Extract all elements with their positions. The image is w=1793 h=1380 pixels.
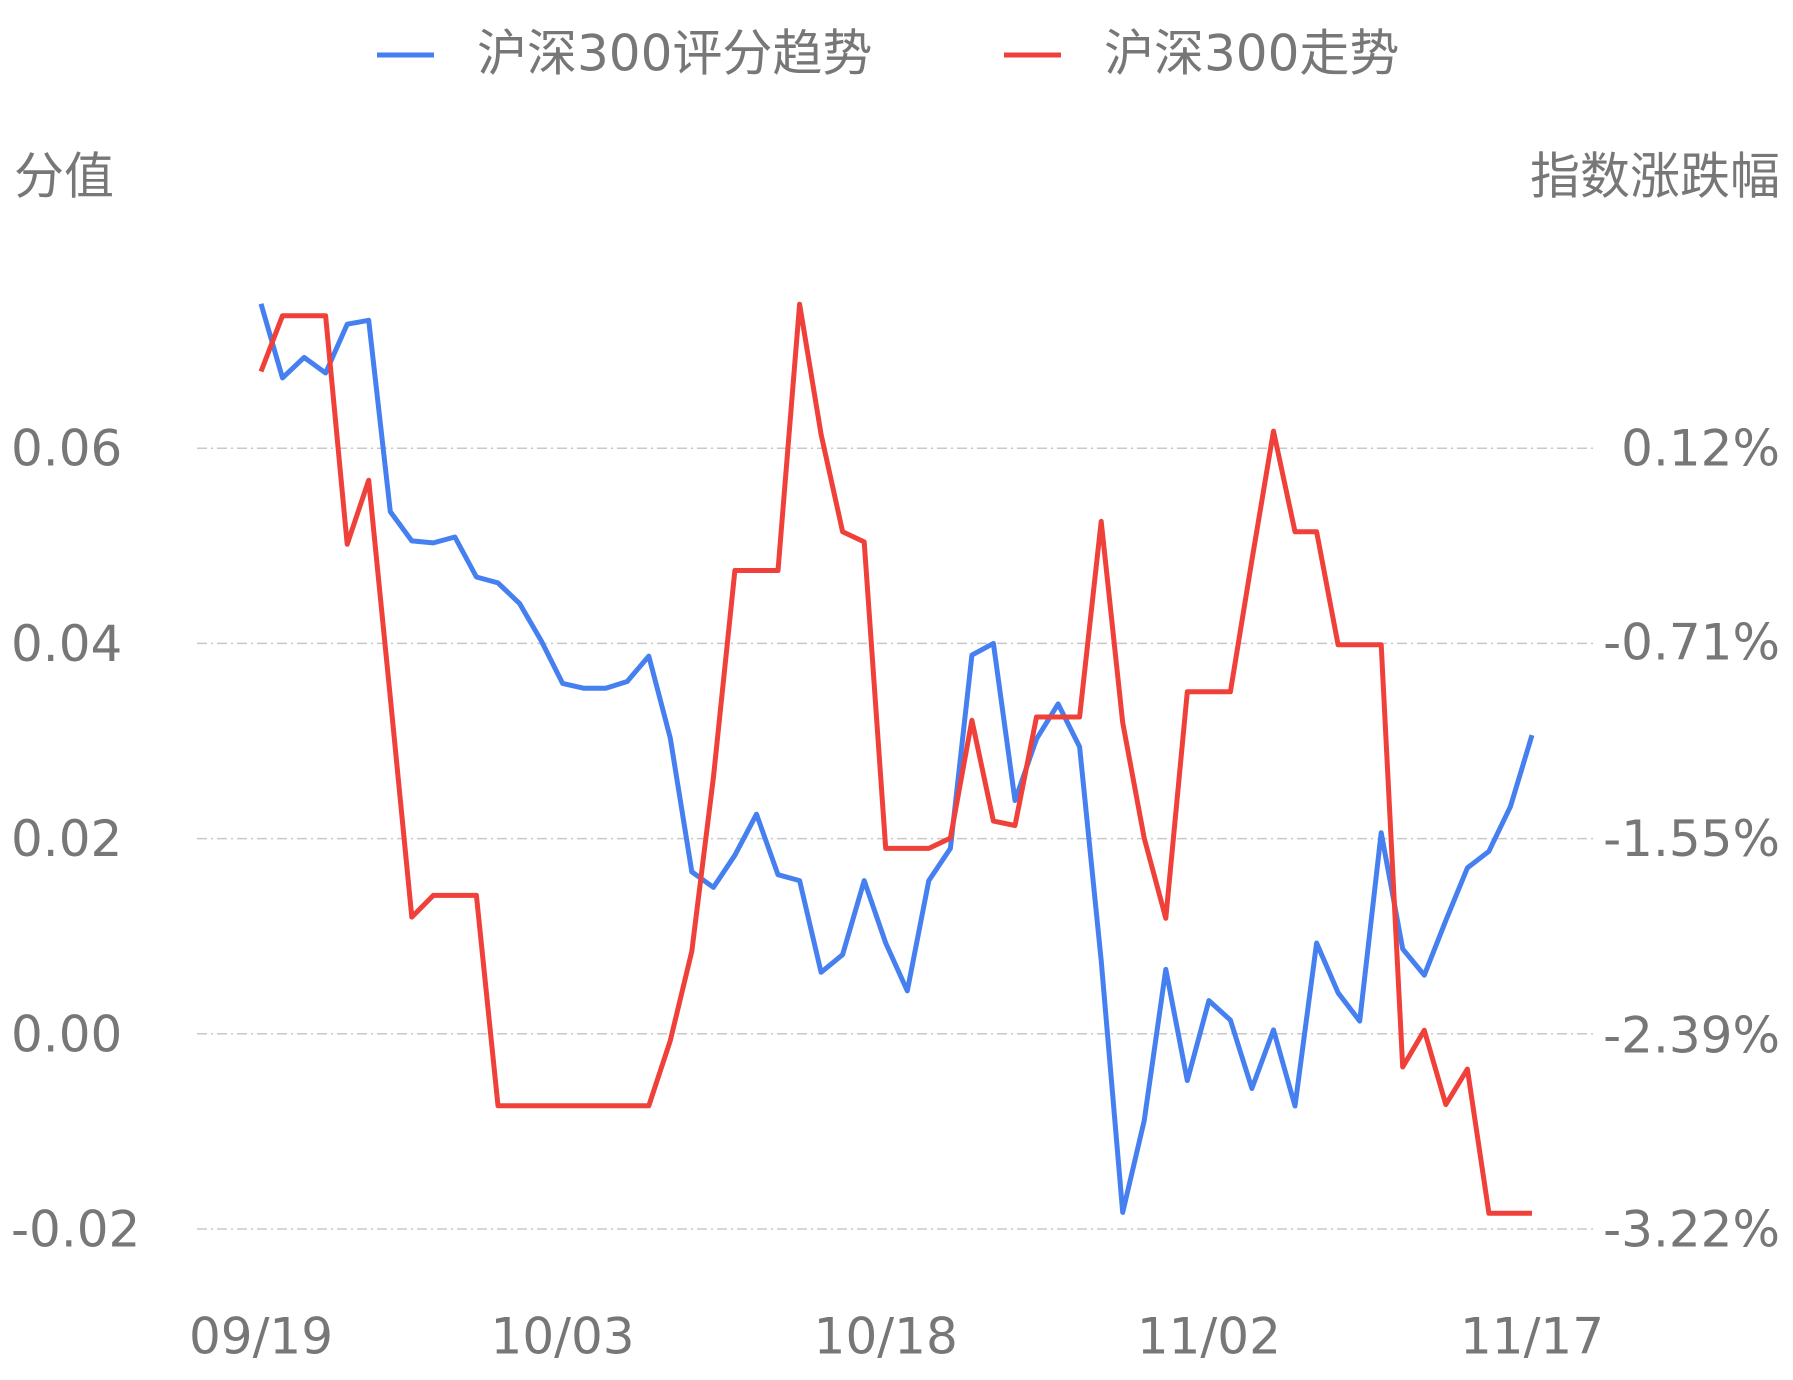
y2-tick-label: -1.55% xyxy=(1603,810,1780,868)
y2-tick-label: -2.39% xyxy=(1603,1006,1780,1064)
x-tick-label: 10/18 xyxy=(814,1308,958,1366)
legend-label: 沪深300评分趋势 xyxy=(477,25,872,83)
y2-tick-label: -3.22% xyxy=(1603,1201,1780,1259)
y2-axis-title: 指数涨跌幅 xyxy=(1530,148,1780,206)
y-tick-label: 0.06 xyxy=(11,420,122,478)
y-tick-label: -0.02 xyxy=(11,1201,140,1259)
x-tick-label: 10/03 xyxy=(491,1308,635,1366)
y2-tick-label: 0.12% xyxy=(1621,420,1780,478)
y-tick-label: 0.00 xyxy=(11,1005,122,1063)
y-tick-label: 0.04 xyxy=(11,615,122,673)
series-line xyxy=(258,303,1535,1215)
y2-tick-label: -0.71% xyxy=(1603,614,1780,672)
legend-label: 沪深300走势 xyxy=(1104,25,1399,83)
y-tick-label: 0.02 xyxy=(11,810,122,868)
y-axis-title: 分值 xyxy=(14,148,114,206)
x-tick-label: 11/17 xyxy=(1460,1308,1604,1366)
x-tick-label: 11/02 xyxy=(1137,1308,1281,1366)
series-line xyxy=(258,301,1532,1216)
x-tick-label: 09/19 xyxy=(189,1308,333,1366)
